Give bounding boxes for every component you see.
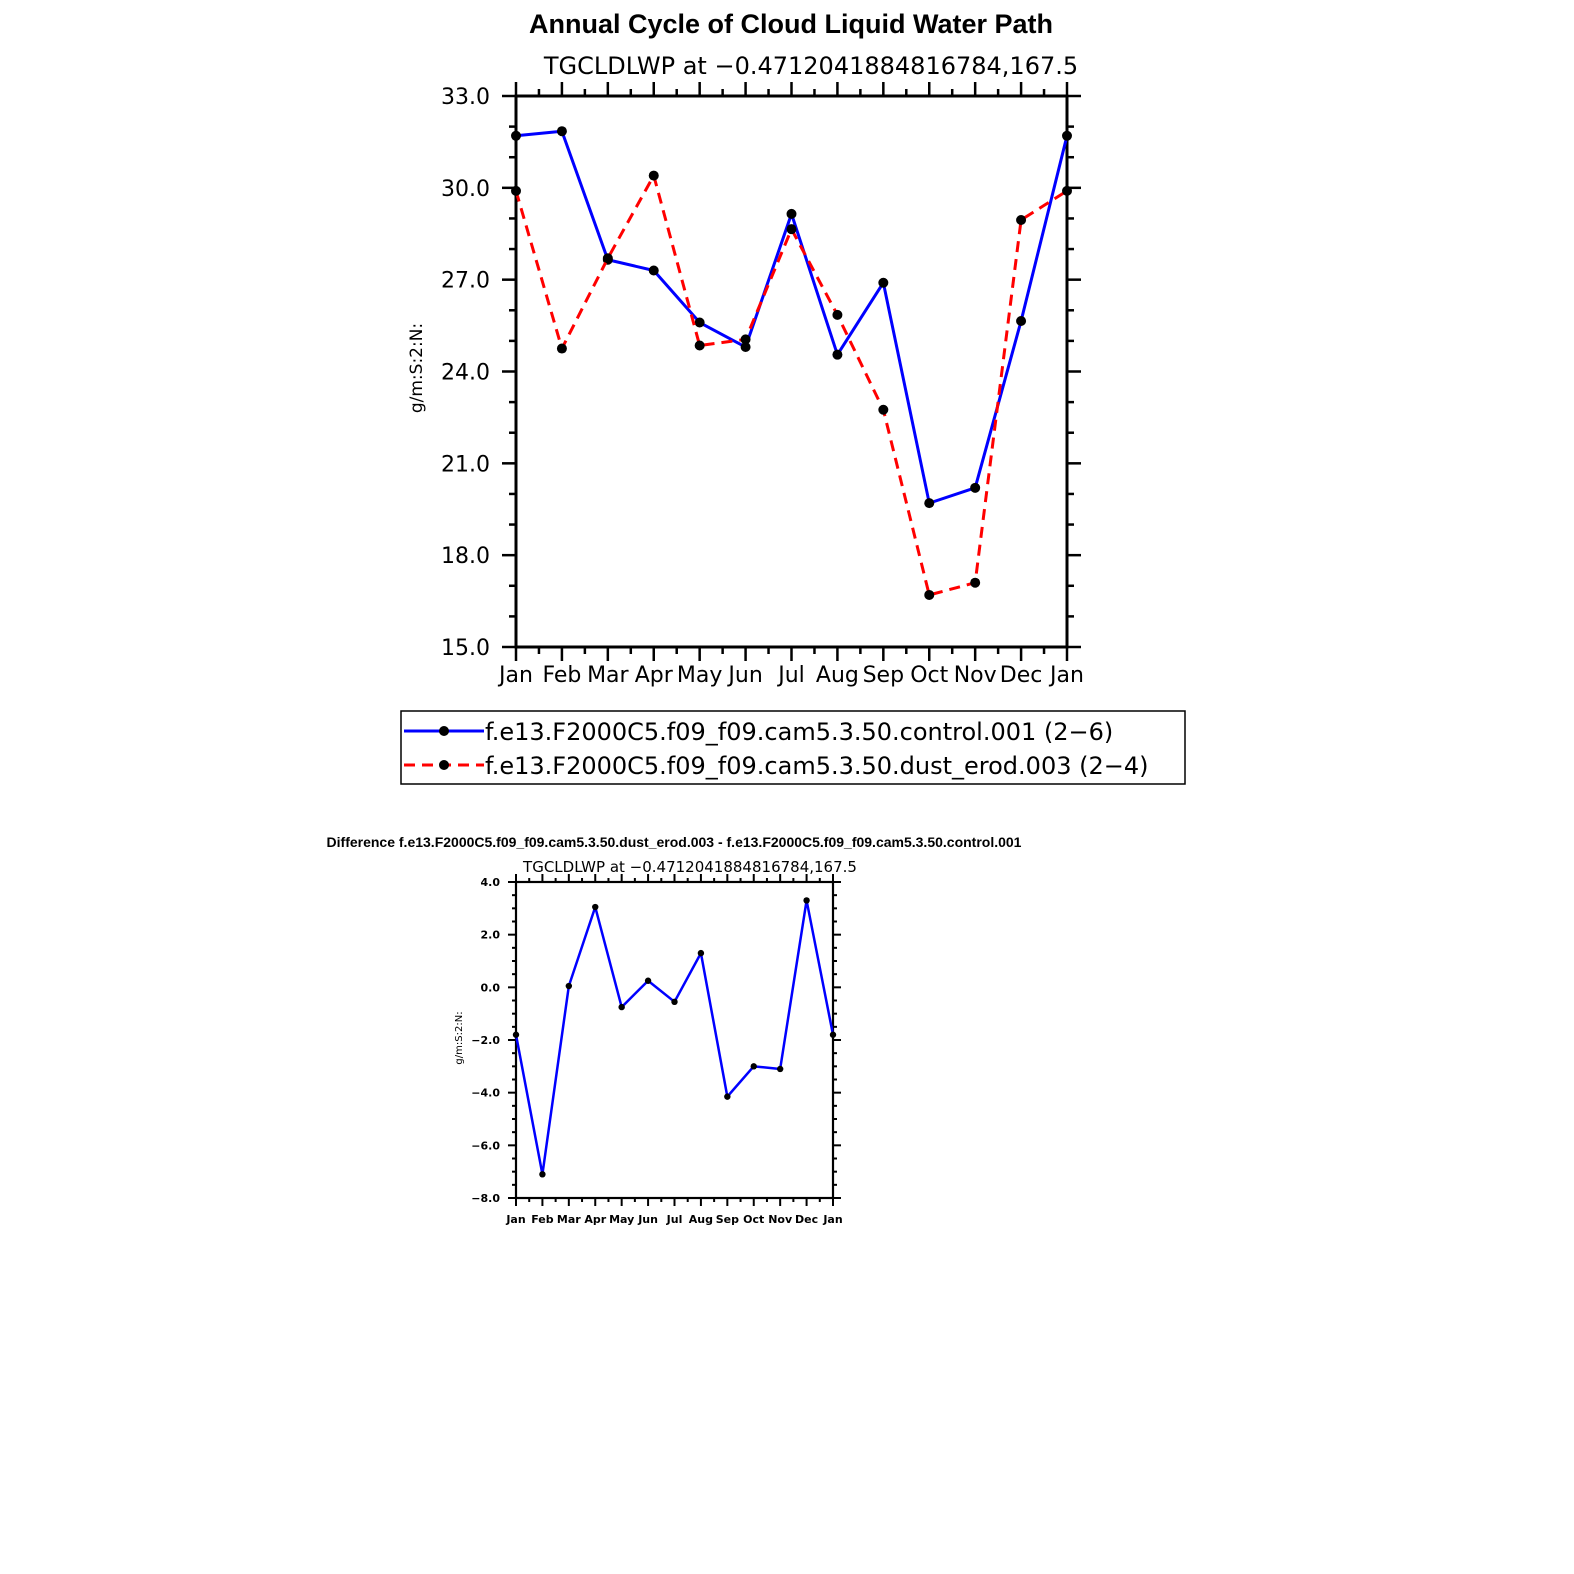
data-point <box>776 1065 784 1073</box>
difference-chart-title: Difference f.e13.F2000C5.f09_f09.cam5.3.… <box>327 834 1022 850</box>
data-point <box>648 265 659 276</box>
x-tick-label: Apr <box>635 663 674 688</box>
x-tick-label: Aug <box>689 1213 713 1226</box>
data-point <box>832 309 843 320</box>
data-point <box>970 482 981 493</box>
y-tick-label: −6.0 <box>471 1139 500 1152</box>
data-point <box>565 982 573 990</box>
y-tick-label: 15.0 <box>441 636 490 661</box>
x-tick-label: Jan <box>497 663 533 688</box>
data-point <box>602 253 613 264</box>
legend-label-control: f.e13.F2000C5.f09_f09.cam5.3.50.control.… <box>485 718 1113 746</box>
data-point <box>694 317 705 328</box>
legend-marker-control <box>439 726 449 736</box>
y-tick-label: −4.0 <box>471 1087 500 1100</box>
data-point <box>829 1031 837 1038</box>
y-tick-label: 33.0 <box>441 85 490 110</box>
x-tick-label: Mar <box>557 1213 581 1226</box>
x-tick-label: Feb <box>531 1213 554 1226</box>
data-point <box>750 1063 757 1070</box>
x-tick-label: Jan <box>822 1213 842 1226</box>
x-tick-label: Jul <box>776 663 805 688</box>
legend-marker-dust-erod <box>439 760 449 770</box>
difference-chart-subtitle: TGCLDLWP at −0.4712041884816784,167.5 <box>522 858 857 876</box>
data-point <box>592 903 599 911</box>
data-point <box>786 224 797 235</box>
data-point <box>511 185 521 196</box>
legend-label-dust-erod: f.e13.F2000C5.f09_f09.cam5.3.50.dust_ero… <box>485 752 1148 780</box>
data-point <box>724 1093 731 1100</box>
data-point <box>539 1171 546 1178</box>
x-tick-label: Dec <box>795 1213 818 1226</box>
data-point <box>878 277 889 288</box>
data-point <box>1062 185 1072 196</box>
data-point <box>694 340 705 351</box>
data-point <box>786 208 797 219</box>
difference-chart-y-axis-label: g/m:S:2:N: <box>454 1011 465 1064</box>
data-point <box>648 170 659 181</box>
main-chart-y-axis-label: g/m:S:2:N: <box>407 323 427 413</box>
y-tick-label: 0.0 <box>481 981 501 994</box>
y-tick-label: 2.0 <box>481 929 501 942</box>
x-tick-label: May <box>677 663 722 688</box>
x-tick-label: May <box>609 1213 634 1226</box>
y-tick-label: 18.0 <box>441 544 490 569</box>
main-chart-legend: f.e13.F2000C5.f09_f09.cam5.3.50.control.… <box>400 710 1186 785</box>
x-tick-label: Oct <box>910 663 948 688</box>
data-point <box>512 1031 520 1038</box>
x-tick-label: Aug <box>816 663 859 688</box>
data-point <box>644 977 652 984</box>
x-tick-label: Feb <box>542 663 581 688</box>
difference-line-chart: Jan Feb Mar Apr May Jun Jul Aug Sep Oct Nov Dec Jan−… <box>471 874 843 1226</box>
x-tick-label: Jun <box>726 663 762 688</box>
data-point <box>832 349 843 360</box>
data-point <box>671 998 678 1006</box>
data-point <box>511 130 521 141</box>
y-tick-label: 27.0 <box>441 269 490 294</box>
legend-box <box>400 710 1186 785</box>
x-tick-label: Nov <box>954 663 997 688</box>
data-point <box>1016 214 1027 225</box>
data-point <box>740 342 751 353</box>
data-point <box>1016 315 1027 326</box>
data-point <box>1062 130 1072 141</box>
y-tick-label: 4.0 <box>481 876 501 889</box>
x-tick-label: Mar <box>587 663 629 688</box>
x-tick-label: Apr <box>584 1213 606 1226</box>
data-point <box>924 589 935 600</box>
main-chart-subtitle: TGCLDLWP at −0.4712041884816784,167.5 <box>543 52 1078 80</box>
data-point <box>878 404 889 415</box>
y-tick-label: 24.0 <box>441 360 490 385</box>
data-point <box>697 949 705 957</box>
x-tick-label: Sep <box>716 1213 739 1226</box>
y-tick-label: −8.0 <box>471 1192 500 1205</box>
data-point <box>924 498 935 509</box>
y-tick-label: −2.0 <box>471 1034 500 1047</box>
x-tick-label: Jul <box>666 1213 683 1226</box>
data-point <box>556 343 567 354</box>
data-point <box>970 577 981 588</box>
data-point <box>803 897 810 904</box>
y-tick-label: 21.0 <box>441 452 490 477</box>
x-tick-label: Nov <box>768 1213 793 1226</box>
data-point <box>556 126 567 137</box>
x-tick-label: Oct <box>743 1213 764 1226</box>
main-line-chart: Jan Feb Mar Apr May Jun Jul Aug Sep Oct Nov Dec Jan1… <box>441 82 1084 688</box>
x-tick-label: Jun <box>637 1213 658 1226</box>
x-tick-label: Jan <box>1048 663 1084 688</box>
x-tick-label: Jan <box>505 1213 525 1226</box>
data-point <box>618 1003 625 1011</box>
x-tick-label: Dec <box>1000 663 1043 688</box>
data-point <box>740 334 751 345</box>
y-tick-label: 30.0 <box>441 177 490 202</box>
figure-title: Annual Cycle of Cloud Liquid Water Path <box>529 9 1053 39</box>
x-tick-label: Sep <box>863 663 904 688</box>
